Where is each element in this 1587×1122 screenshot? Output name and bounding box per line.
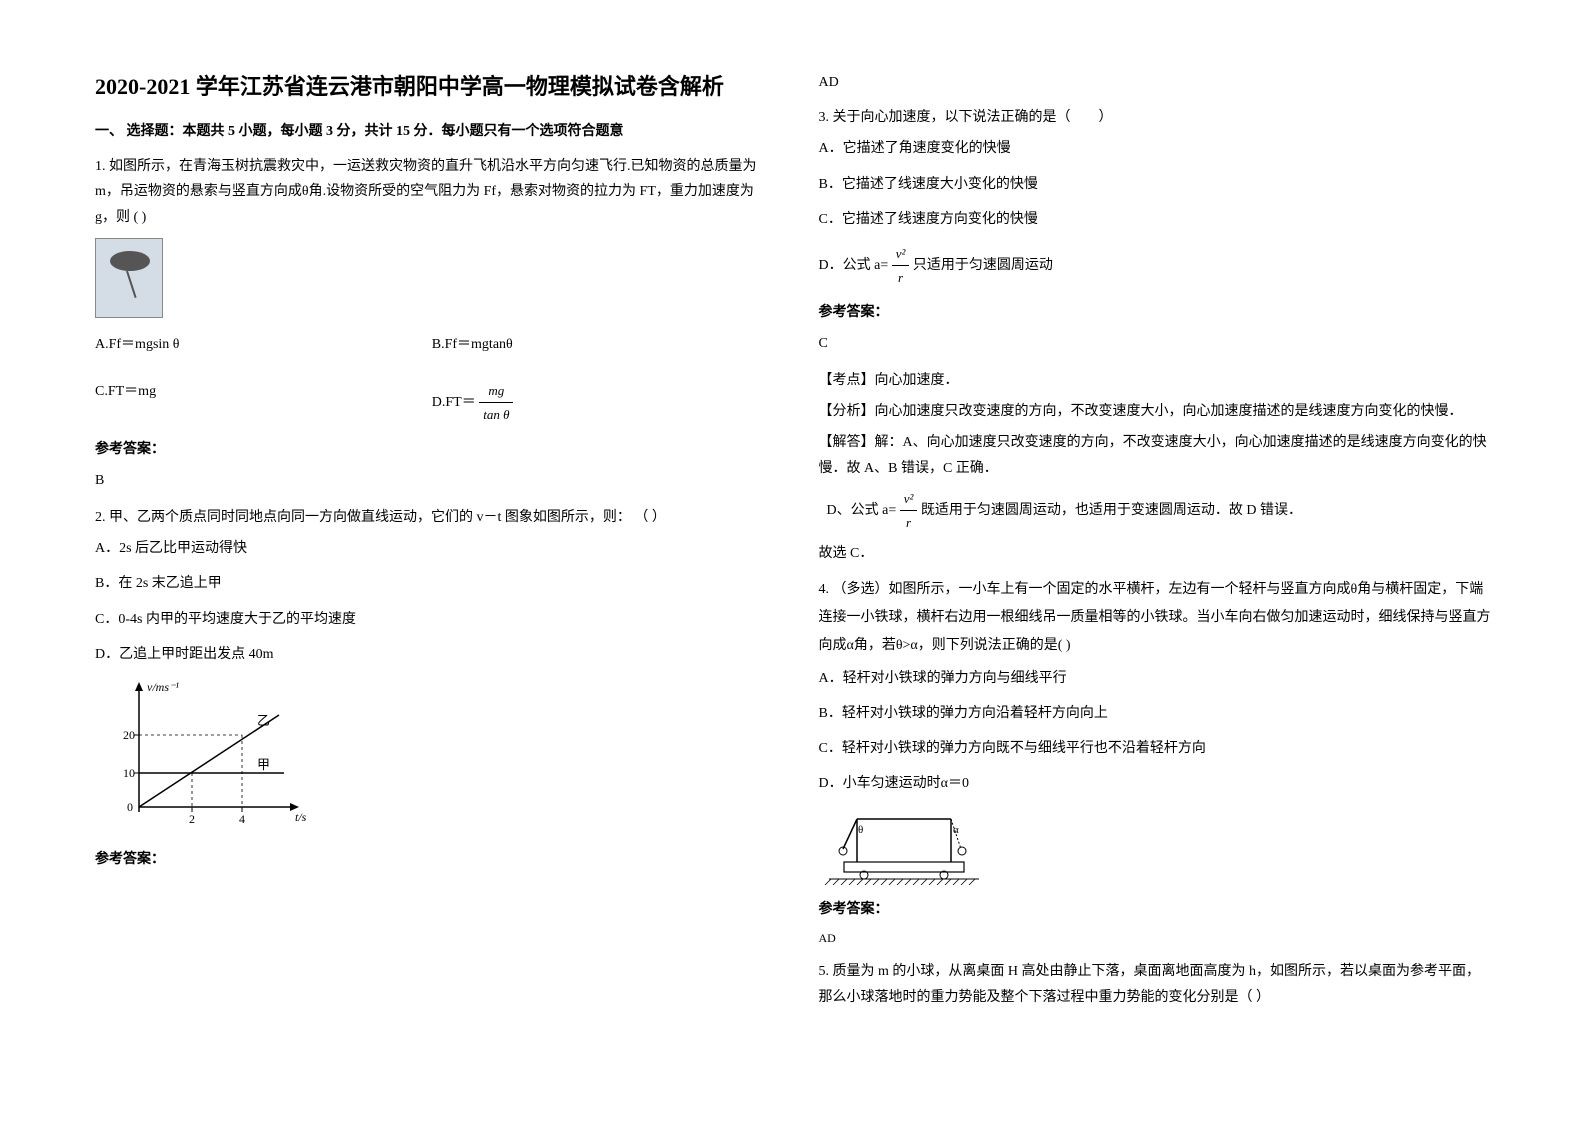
- fraction-numerator: v²: [892, 242, 910, 266]
- q4-option-b: B．轻杆对小铁球的弹力方向沿着轻杆方向向上: [819, 701, 1493, 726]
- q3-answer: C: [819, 331, 1493, 356]
- svg-text:甲: 甲: [257, 757, 270, 772]
- q2-option-d: D．乙追上甲时距出发点 40m: [95, 642, 769, 667]
- q3-conclusion: 故选 C．: [819, 541, 1493, 566]
- q3-text: 3. 关于向心加速度，以下说法正确的是（ ）: [819, 105, 1493, 130]
- svg-text:θ: θ: [858, 824, 863, 836]
- q3-option-d-prefix: D．公式 a=: [819, 258, 889, 273]
- q3-option-d-suffix: 只适用于匀速圆周运动: [913, 258, 1053, 273]
- q2-answer-label: 参考答案：: [95, 847, 769, 872]
- fraction-numerator: mg: [479, 379, 513, 403]
- question-4: 4. （多选）如图所示，一小车上有一个固定的水平横杆，左边有一个轻杆与竖直方向成…: [819, 576, 1493, 950]
- fraction-denominator: r: [900, 511, 918, 534]
- q3-option-d-fraction: v² r: [892, 242, 910, 290]
- q4-answer: AD: [819, 928, 1493, 950]
- q3-option-b: B．它描述了线速度大小变化的快慢: [819, 172, 1493, 197]
- q1-option-d: D.FT＝ mg tan θ: [432, 379, 769, 427]
- q2-option-b: B．在 2s 末乙追上甲: [95, 571, 769, 596]
- q4-text: 4. （多选）如图所示，一小车上有一个固定的水平横杆，左边有一个轻杆与竖直方向成…: [819, 576, 1493, 660]
- q2-text: 2. 甲、乙两个质点同时同地点向同一方向做直线运动，它们的 v－t 图象如图所示…: [95, 505, 769, 530]
- q3-option-c: C．它描述了线速度方向变化的快慢: [819, 207, 1493, 232]
- right-column: AD 3. 关于向心加速度，以下说法正确的是（ ） A．它描述了角速度变化的快慢…: [819, 70, 1493, 1020]
- document-title: 2020-2021 学年江苏省连云港市朝阳中学高一物理模拟试卷含解析: [95, 70, 769, 103]
- q1-options-row1: A.Ff＝mgsin θ B.Ff＝mgtanθ: [95, 332, 769, 357]
- q1-option-a: A.Ff＝mgsin θ: [95, 332, 432, 357]
- svg-text:2: 2: [189, 812, 195, 826]
- left-column: 2020-2021 学年江苏省连云港市朝阳中学高一物理模拟试卷含解析 一、 选择…: [95, 70, 769, 1020]
- svg-text:4: 4: [239, 812, 245, 826]
- q3-option-a: A．它描述了角速度变化的快慢: [819, 136, 1493, 161]
- q3-answer-label: 参考答案：: [819, 300, 1493, 325]
- vt-graph: v/ms⁻¹ t/s 0 10 20 2 4 甲 乙: [109, 677, 309, 837]
- q5-text: 5. 质量为 m 的小球，从离桌面 H 高处由静止下落，桌面离地面高度为 h，如…: [819, 959, 1493, 1009]
- svg-text:α: α: [953, 824, 959, 836]
- question-5: 5. 质量为 m 的小球，从离桌面 H 高处由静止下落，桌面离地面高度为 h，如…: [819, 959, 1493, 1009]
- svg-text:乙: 乙: [257, 713, 270, 728]
- fraction-numerator: v²: [900, 487, 918, 511]
- q4-answer-label: 参考答案：: [819, 897, 1493, 922]
- svg-text:0: 0: [127, 800, 133, 814]
- q1-option-c: C.FT＝mg: [95, 379, 432, 427]
- q2-option-c: C．0-4s 内甲的平均速度大于乙的平均速度: [95, 607, 769, 632]
- question-3: 3. 关于向心加速度，以下说法正确的是（ ） A．它描述了角速度变化的快慢 B．…: [819, 105, 1493, 566]
- q1-answer: B: [95, 468, 769, 493]
- fraction-denominator: tan θ: [479, 403, 513, 426]
- question-2: 2. 甲、乙两个质点同时同地点向同一方向做直线运动，它们的 v－t 图象如图所示…: [95, 505, 769, 872]
- q4-option-a: A．轻杆对小铁球的弹力方向与细线平行: [819, 666, 1493, 691]
- q2-option-a: A．2s 后乙比甲运动得快: [95, 536, 769, 561]
- q1-answer-label: 参考答案：: [95, 437, 769, 462]
- q3-analysis-4-suffix: 既适用于匀速圆周运动，也适用于变速圆周运动．故 D 错误．: [921, 503, 1302, 518]
- q4-option-c: C．轻杆对小铁球的弹力方向既不与细线平行也不沿着轻杆方向: [819, 736, 1493, 761]
- svg-text:t/s: t/s: [295, 810, 307, 824]
- svg-text:v/ms⁻¹: v/ms⁻¹: [147, 680, 179, 694]
- fraction-denominator: r: [892, 266, 910, 289]
- q3-analysis-4-fraction: v² r: [900, 487, 918, 535]
- q1-text: 1. 如图所示，在青海玉树抗震救灾中，一运送救灾物资的直升飞机沿水平方向匀速飞行…: [95, 154, 769, 230]
- q3-analysis-4-prefix: D、公式: [827, 503, 883, 518]
- q3-analysis-2: 【分析】向心加速度只改变速度的方向，不改变速度大小，向心加速度描述的是线速度方向…: [819, 399, 1493, 424]
- q1-option-d-fraction: mg tan θ: [479, 379, 513, 427]
- q3-analysis-4: D、公式 a= v² r 既适用于匀速圆周运动，也适用于变速圆周运动．故 D 错…: [827, 487, 1493, 535]
- q1-option-d-prefix: D.FT＝: [432, 395, 476, 410]
- question-1: 1. 如图所示，在青海玉树抗震救灾中，一运送救灾物资的直升飞机沿水平方向匀速飞行…: [95, 154, 769, 493]
- svg-text:10: 10: [123, 766, 135, 780]
- q1-options-row2: C.FT＝mg D.FT＝ mg tan θ: [95, 379, 769, 427]
- q4-option-d: D．小车匀速运动时α＝0: [819, 771, 1493, 796]
- helicopter-figure: [95, 238, 163, 318]
- cart-diagram: θ α: [819, 807, 989, 887]
- q3-analysis-4-mid: a=: [882, 503, 896, 518]
- q1-option-b: B.Ff＝mgtanθ: [432, 332, 769, 357]
- q3-analysis-1: 【考点】向心加速度．: [819, 368, 1493, 393]
- q3-option-d: D．公式 a= v² r 只适用于匀速圆周运动: [819, 242, 1493, 290]
- q2-answer: AD: [819, 70, 1493, 95]
- section-1-header: 一、 选择题：本题共 5 小题，每小题 3 分，共计 15 分．每小题只有一个选…: [95, 119, 769, 144]
- q3-analysis-3: 【解答】解：A、向心加速度只改变速度的方向，不改变速度大小，向心加速度描述的是线…: [819, 430, 1493, 480]
- svg-text:20: 20: [123, 728, 135, 742]
